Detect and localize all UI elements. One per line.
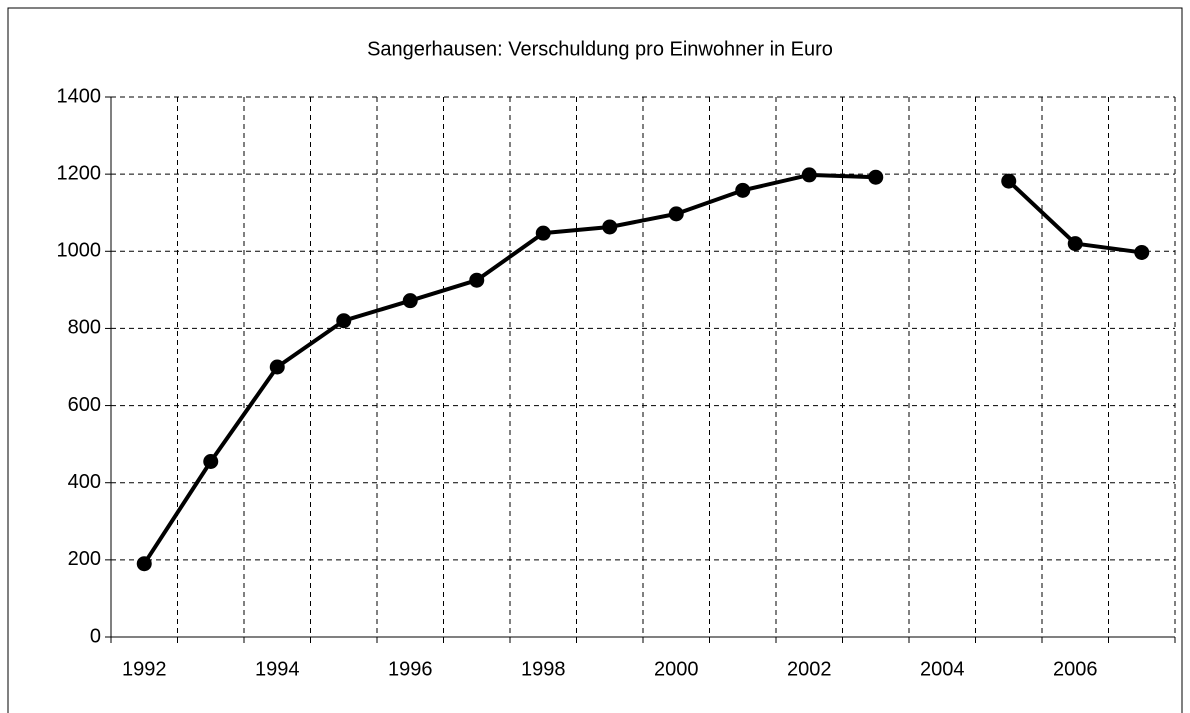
y-tick-label: 1000	[57, 240, 102, 262]
data-point	[535, 225, 551, 241]
y-tick-label: 1200	[57, 162, 102, 184]
data-point	[668, 206, 684, 222]
chart-title: Sangerhausen: Verschuldung pro Einwohner…	[367, 38, 833, 60]
data-point	[1001, 173, 1017, 189]
data-point	[801, 167, 817, 183]
data-point	[136, 556, 152, 572]
data-point	[1134, 244, 1150, 260]
x-tick-label: 1996	[388, 658, 433, 680]
y-tick-label: 200	[68, 548, 101, 570]
y-tick-label: 400	[68, 471, 101, 493]
data-point	[868, 169, 884, 185]
data-point	[336, 313, 352, 329]
data-point	[269, 359, 285, 375]
x-tick-label: 1998	[521, 658, 566, 680]
data-point	[602, 219, 618, 235]
data-point	[735, 182, 751, 198]
x-tick-label: 2002	[787, 658, 832, 680]
data-point	[469, 272, 485, 288]
y-tick-label: 800	[68, 317, 101, 339]
data-point	[402, 293, 418, 309]
data-point	[1067, 236, 1083, 252]
x-tick-label: 1994	[255, 658, 300, 680]
x-tick-label: 2006	[1053, 658, 1098, 680]
x-tick-label: 2000	[654, 658, 699, 680]
chart-frame	[7, 7, 1183, 713]
y-tick-label: 0	[90, 625, 101, 647]
x-tick-label: 2004	[920, 658, 965, 680]
data-point	[203, 454, 219, 469]
y-tick-label: 1400	[57, 85, 102, 107]
x-tick-label: 1992	[122, 658, 167, 680]
y-tick-label: 600	[68, 394, 101, 416]
